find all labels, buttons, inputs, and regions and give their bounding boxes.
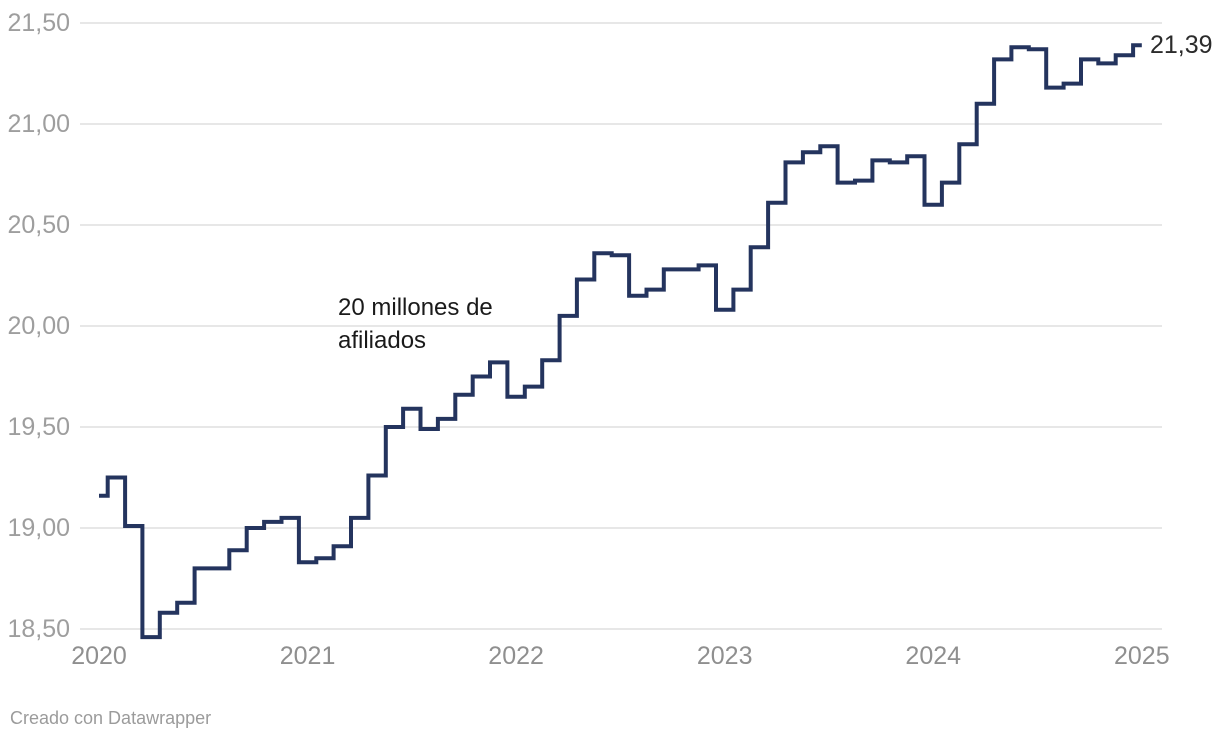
y-axis-tick-label: 19,50 [7, 413, 70, 441]
y-axis-tick-label: 21,00 [7, 110, 70, 138]
datawrapper-credit-link[interactable]: Creado con Datawrapper [10, 708, 212, 728]
chart-annotation: 20 millones de afiliados [338, 291, 493, 357]
last-value-label: 21,39 [1150, 31, 1213, 59]
y-axis-tick-label: 20,00 [7, 312, 70, 340]
x-axis-tick-label: 2025 [1113, 642, 1170, 670]
x-axis-tick-label: 2021 [279, 642, 336, 670]
annotation-line-2: afiliados [338, 327, 427, 354]
x-axis-tick-label: 2023 [696, 642, 753, 670]
x-axis-tick-label: 2022 [488, 642, 544, 670]
affiliates-step-line [99, 43, 1142, 640]
gridlines [80, 22, 1162, 630]
y-axis-tick-label: 20,50 [7, 211, 70, 239]
y-axis-tick-label: 19,00 [7, 514, 70, 542]
x-axis-tick-label: 2020 [71, 642, 127, 670]
annotation-line-1: 20 millones de [338, 294, 493, 321]
y-axis-tick-label: 18,50 [7, 615, 70, 643]
y-axis-tick-label: 21,50 [7, 9, 70, 37]
x-axis-tick-label: 2024 [905, 642, 962, 670]
